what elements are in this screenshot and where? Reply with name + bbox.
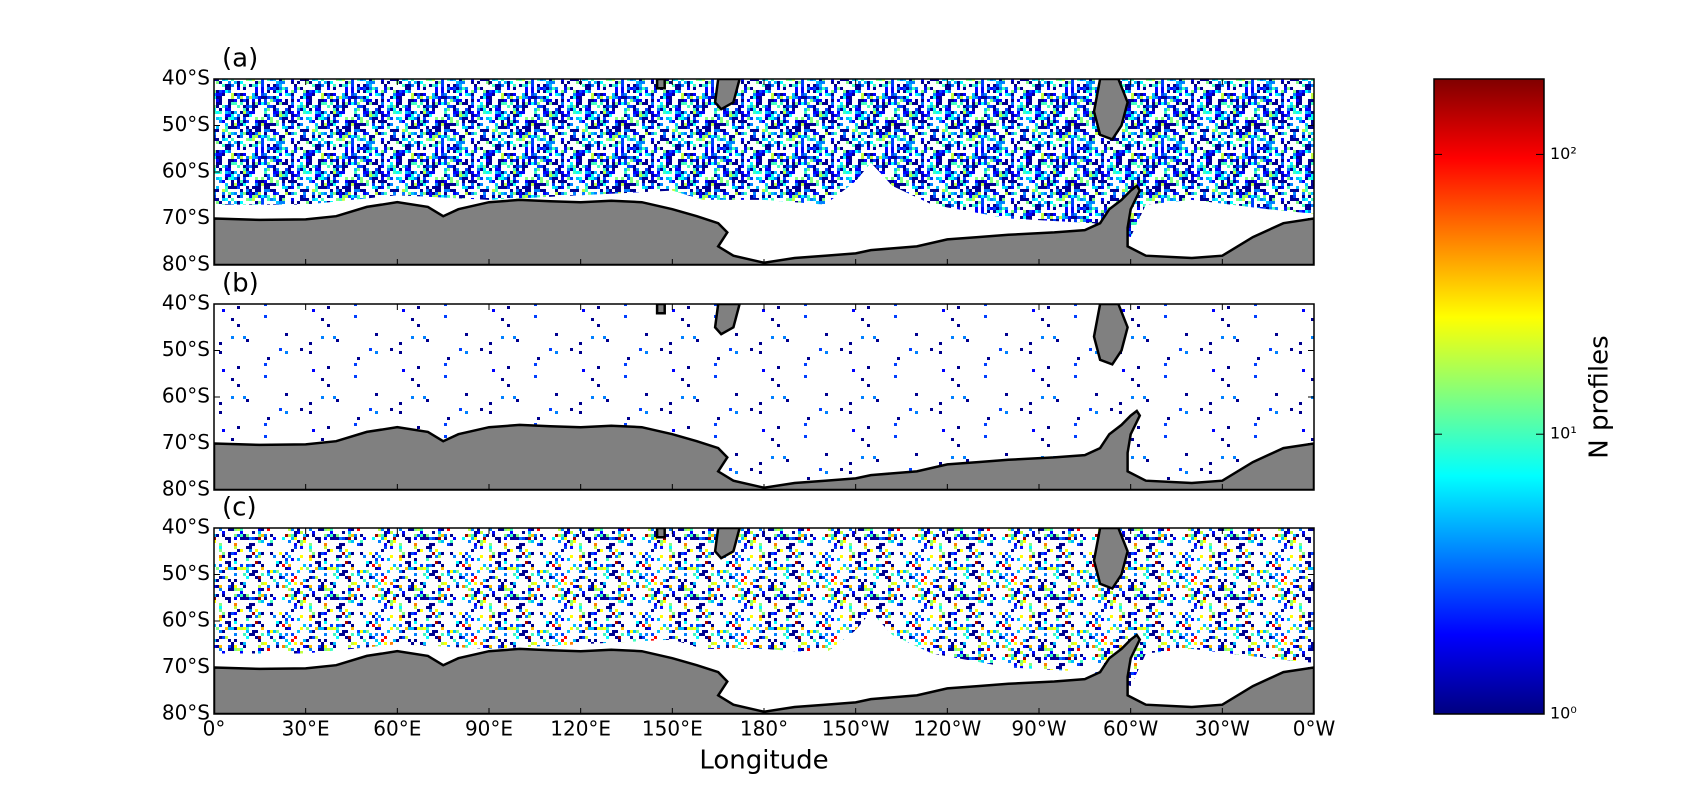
y-tick-label: 70°S xyxy=(162,430,210,454)
land xyxy=(655,528,666,539)
colorbar-label: N profiles xyxy=(1585,335,1615,458)
colorbar-tick-label: 10¹ xyxy=(1550,424,1577,443)
y-tick-label: 50°S xyxy=(162,561,210,585)
x-tick-label: 60°W xyxy=(1103,717,1158,741)
y-tick-label: 80°S xyxy=(162,252,210,276)
map-panel xyxy=(214,79,1314,265)
map-panel xyxy=(214,304,1314,490)
colorbar-tick-label: 10⁰ xyxy=(1550,704,1577,723)
y-tick-label: 70°S xyxy=(162,654,210,678)
y-tick-label: 60°S xyxy=(162,608,210,632)
land xyxy=(655,79,666,90)
land xyxy=(1092,528,1129,591)
y-tick-label: 80°S xyxy=(162,477,210,501)
x-tick-label: 0°W xyxy=(1293,717,1336,741)
panel-label: (b) xyxy=(222,269,259,299)
land xyxy=(655,304,666,315)
x-tick-label: 120°W xyxy=(913,717,981,741)
y-tick-label: 40°S xyxy=(162,515,210,539)
x-tick-label: 180° xyxy=(740,717,788,741)
x-tick-label: 0° xyxy=(203,717,226,741)
y-tick-label: 70°S xyxy=(162,205,210,229)
x-tick-label: 150°E xyxy=(642,717,703,741)
x-tick-label: 90°W xyxy=(1011,717,1066,741)
land xyxy=(713,528,741,560)
y-tick-label: 50°S xyxy=(162,112,210,136)
colorbar xyxy=(1433,78,1545,715)
land xyxy=(713,79,741,111)
y-tick-label: 80°S xyxy=(162,701,210,725)
y-tick-label: 60°S xyxy=(162,159,210,183)
x-tick-label: 30°W xyxy=(1195,717,1250,741)
panel-label: (c) xyxy=(222,493,257,523)
y-tick-label: 40°S xyxy=(162,291,210,315)
y-tick-label: 40°S xyxy=(162,66,210,90)
y-tick-label: 50°S xyxy=(162,337,210,361)
x-tick-label: 60°E xyxy=(373,717,421,741)
land xyxy=(1092,304,1129,366)
land xyxy=(214,184,1314,265)
land xyxy=(214,409,1314,490)
colorbar-tick-label: 10² xyxy=(1550,144,1577,163)
x-tick-label: 30°E xyxy=(282,717,330,741)
x-tick-label: 120°E xyxy=(550,717,611,741)
y-tick-label: 60°S xyxy=(162,384,210,408)
panel-label: (a) xyxy=(222,44,258,74)
x-tick-label: 90°E xyxy=(465,717,513,741)
land xyxy=(713,304,741,336)
land xyxy=(214,633,1314,714)
land xyxy=(1092,79,1129,141)
x-tick-label: 150°W xyxy=(822,717,890,741)
map-panel xyxy=(214,528,1314,714)
x-axis-label: Longitude xyxy=(699,746,828,776)
